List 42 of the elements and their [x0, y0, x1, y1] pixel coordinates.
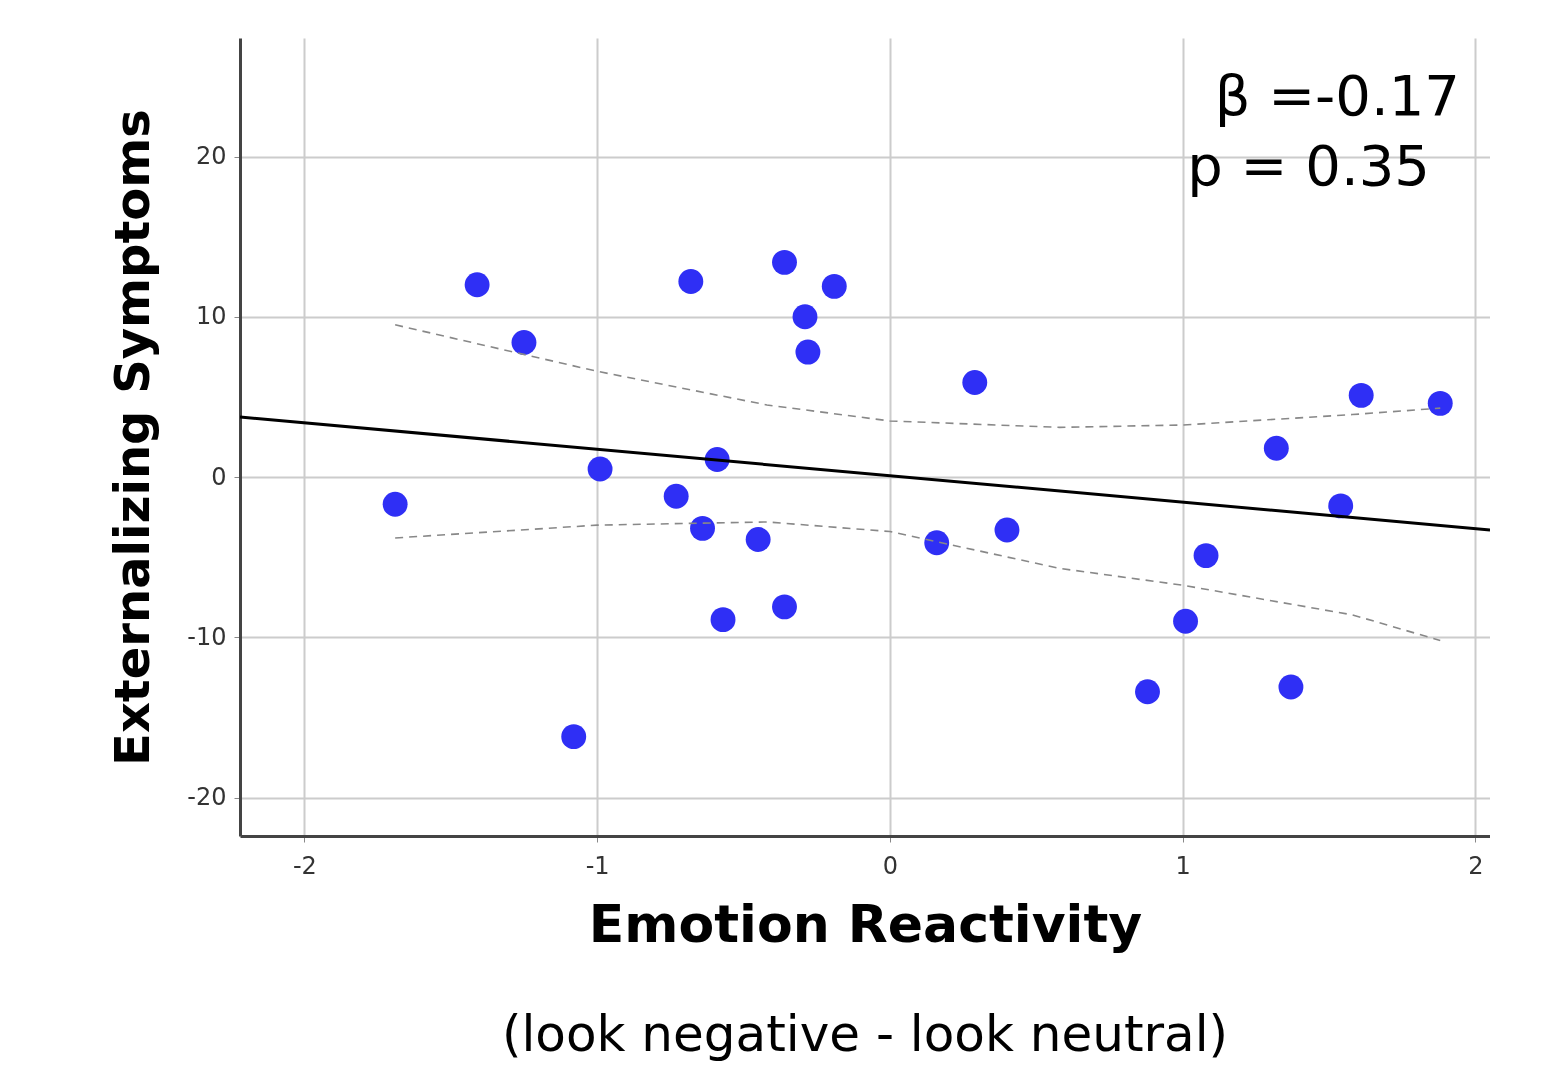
- point: [678, 269, 704, 294]
- point: [792, 304, 818, 330]
- point: [1328, 493, 1354, 519]
- point: [821, 273, 847, 299]
- point: [1135, 679, 1160, 705]
- point: [690, 515, 715, 541]
- y-tick-label: -10: [187, 622, 227, 651]
- y-tick-label: 10: [195, 302, 227, 331]
- x-tick-label: -1: [585, 851, 610, 880]
- point: [795, 339, 821, 365]
- point: [1173, 608, 1198, 634]
- point: [1278, 674, 1304, 700]
- line-series: [394, 521, 1442, 642]
- point: [994, 517, 1020, 543]
- point: [745, 527, 771, 552]
- point: [1427, 390, 1453, 416]
- x-tick-label: 1: [1175, 851, 1191, 880]
- point: [1348, 382, 1374, 408]
- y-tick-label: 20: [195, 142, 227, 171]
- x-tick-label: 0: [882, 851, 899, 880]
- point: [464, 272, 490, 298]
- y-axis-title: Externalizing Symptoms: [104, 109, 161, 766]
- point: [587, 456, 613, 482]
- y-tick-label: -20: [187, 783, 227, 812]
- point: [924, 530, 950, 556]
- point: [511, 330, 537, 355]
- point: [962, 370, 988, 395]
- x-tick-label: 2: [1468, 851, 1484, 880]
- point: [1193, 543, 1219, 568]
- x-tick-label: -2: [292, 851, 317, 880]
- point: [1263, 435, 1289, 461]
- point: [561, 724, 587, 750]
- y-tick-label: 0: [211, 462, 227, 491]
- annotation: p = 0.35: [1187, 133, 1430, 198]
- point: [663, 483, 689, 509]
- x-axis-title: Emotion Reactivity: [588, 893, 1143, 954]
- text: (look negative - look neutral): [501, 1005, 1229, 1063]
- point: [772, 594, 797, 620]
- point: [382, 491, 408, 517]
- point: [772, 249, 797, 275]
- annotation: β =-0.17: [1214, 63, 1460, 128]
- point: [710, 607, 736, 633]
